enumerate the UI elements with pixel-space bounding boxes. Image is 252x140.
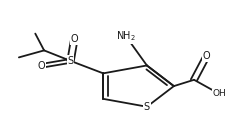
Text: S: S [144, 102, 150, 112]
Text: O: O [203, 51, 210, 61]
Text: O: O [71, 34, 78, 44]
Text: O: O [38, 61, 45, 71]
Text: S: S [68, 56, 74, 66]
Text: OH: OH [212, 89, 226, 98]
Text: NH$_2$: NH$_2$ [116, 30, 136, 43]
